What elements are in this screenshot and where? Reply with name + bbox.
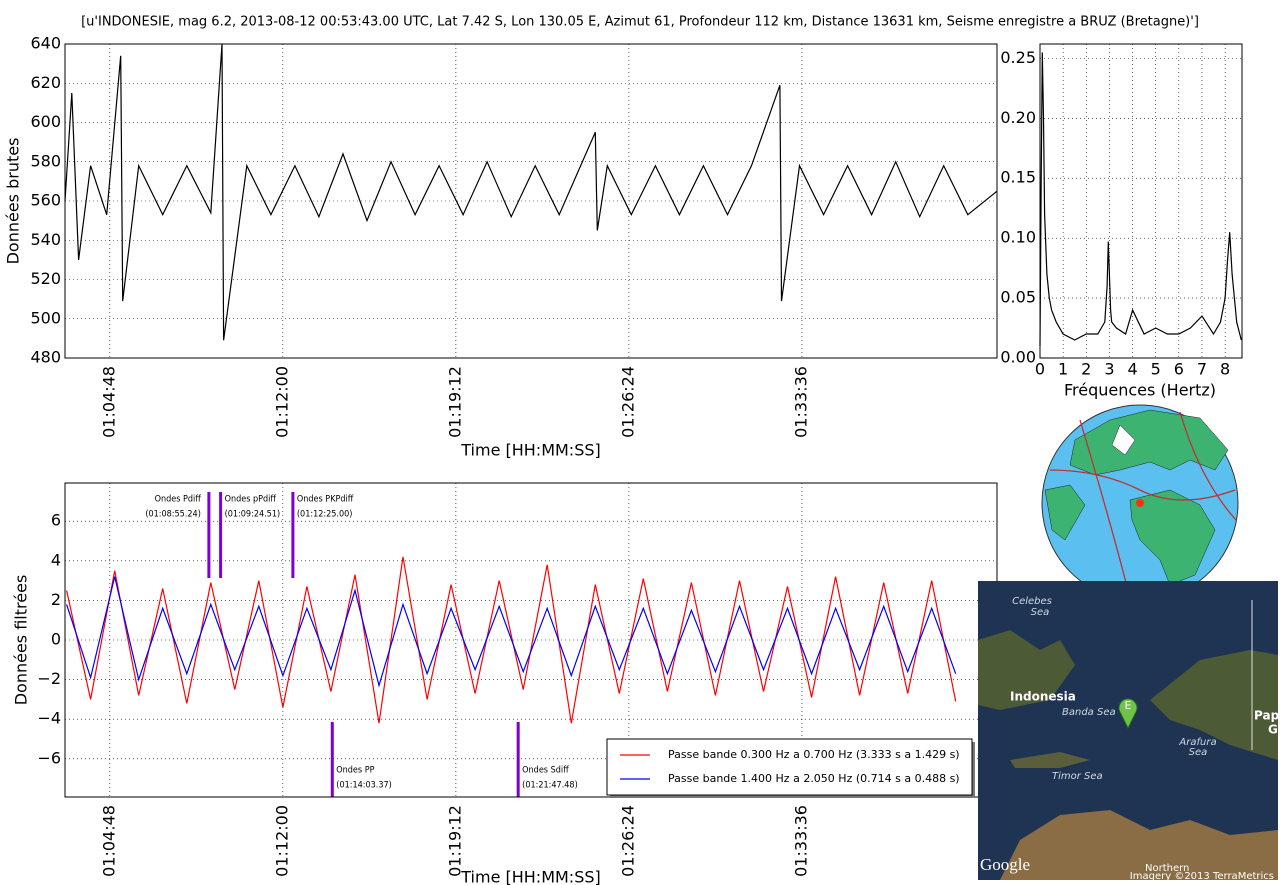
y-tick-label: 0.25: [1000, 48, 1036, 67]
phase-time: (01:12:25.00): [297, 510, 353, 520]
y-tick-label: 0.10: [1000, 228, 1036, 247]
x-tick-label: 3: [1104, 360, 1114, 379]
legend: [606, 738, 973, 796]
y-tick-label: 0.05: [1000, 288, 1036, 307]
y-tick-label: 500: [30, 308, 61, 327]
map-label: Northern: [1145, 863, 1189, 874]
x-tick-label: 01:12:00: [272, 805, 291, 877]
x-tick-label: 1: [1058, 360, 1068, 379]
map-label: Arafura: [1178, 737, 1216, 748]
globe: [1041, 404, 1239, 602]
map: Celebes Sea Indonesia Banda Sea Arafura …: [978, 581, 1280, 882]
y-tick-label: 0.15: [1000, 168, 1036, 187]
y-tick-label: −2: [37, 669, 61, 688]
map-label: Pap: [1254, 709, 1280, 723]
x-axis-label: Time [HH:MM:SS]: [460, 868, 601, 885]
map-label: Sea: [1189, 747, 1208, 758]
map-logo: Google: [980, 855, 1030, 874]
map-attribution: Imagery ©2013 TerraMetrics: [1130, 871, 1274, 882]
phase-name: Ondes Sdiff: [522, 766, 569, 776]
phase-name: Ondes Pdiff: [155, 495, 202, 505]
map-label: Sea: [1031, 607, 1050, 618]
y-tick-label: −6: [37, 748, 61, 767]
x-axis-label: Time [HH:MM:SS]: [460, 441, 601, 460]
data-line: [66, 576, 957, 688]
x-tick-label: 01:26:24: [618, 805, 637, 877]
x-tick-label: 01:26:24: [618, 366, 637, 438]
x-tick-label: 2: [1081, 360, 1091, 379]
phase-time: (01:09:24.51): [225, 510, 281, 520]
y-tick-label: 620: [30, 73, 61, 92]
map-marker: E: [1125, 699, 1132, 712]
data-line: [1039, 52, 1242, 347]
y-tick-label: 0: [51, 630, 61, 649]
x-tick-label: 01:33:36: [791, 366, 810, 438]
chart-title: [u'INDONESIE, mag 6.2, 2013-08-12 00:53:…: [81, 15, 1199, 30]
x-tick-label: 6: [1174, 360, 1184, 379]
plot-frame: [64, 43, 998, 359]
y-tick-label: 4: [51, 550, 61, 569]
x-tick-label: 01:12:00: [272, 366, 291, 438]
y-tick-label: 540: [30, 230, 61, 249]
y-tick-label: 480: [30, 348, 61, 367]
y-tick-label: 0.20: [1000, 108, 1036, 127]
data-line: [66, 556, 957, 724]
y-tick-label: 580: [30, 151, 61, 170]
legend-label: Passe bande 1.400 Hz a 2.050 Hz (0.714 s…: [668, 772, 960, 785]
x-tick-label: 01:04:48: [99, 805, 118, 877]
x-tick-label: 5: [1151, 360, 1161, 379]
map-label: G: [1268, 723, 1278, 737]
phase-name: Ondes pPdiff: [225, 495, 277, 505]
x-tick-label: 01:04:48: [99, 366, 118, 438]
x-tick-label: 01:33:36: [791, 805, 810, 877]
y-tick-label: 520: [30, 269, 61, 288]
y-axis-label: Données brutes: [4, 138, 23, 265]
y-tick-label: 0.00: [1000, 348, 1036, 367]
y-tick-label: −4: [37, 709, 61, 728]
x-tick-label: 4: [1127, 360, 1137, 379]
y-axis-label: Données filtrées: [12, 575, 31, 706]
legend-label: Passe bande 0.300 Hz a 0.700 Hz (3.333 s…: [668, 748, 960, 761]
phase-time: (01:21:47.48): [522, 781, 578, 791]
x-axis-label: Fréquences (Hertz): [1064, 381, 1216, 400]
x-tick-label: 7: [1197, 360, 1207, 379]
phase-name: Ondes PKPdiff: [297, 495, 354, 505]
y-tick-label: 2: [51, 590, 61, 609]
x-tick-label: 8: [1220, 360, 1230, 379]
phase-time: (01:14:03.37): [336, 781, 392, 791]
x-tick-label: 0: [1035, 360, 1045, 379]
plot-area: [1040, 44, 1242, 358]
charts: 0.000.050.100.150.200.250 1 2 3 4 5 6 7 8Fréquen…: [4, 34, 1243, 885]
y-tick-label: 560: [30, 191, 61, 210]
y-tick-label: 640: [30, 34, 61, 53]
map-label: Banda Sea: [1062, 707, 1116, 718]
y-tick-label: 600: [30, 112, 61, 131]
map-label: Celebes: [1012, 596, 1052, 607]
plot-frame: [1039, 43, 1243, 359]
phase-name: Ondes PP: [336, 766, 374, 776]
y-tick-label: 6: [51, 511, 61, 530]
data-line: [64, 43, 998, 341]
map-label: Timor Sea: [1052, 771, 1103, 782]
phase-time: (01:08:55.24): [145, 510, 201, 520]
x-tick-label: 01:19:12: [445, 805, 464, 877]
x-tick-label: 01:19:12: [445, 366, 464, 438]
map-label: Indonesia: [1010, 690, 1076, 704]
